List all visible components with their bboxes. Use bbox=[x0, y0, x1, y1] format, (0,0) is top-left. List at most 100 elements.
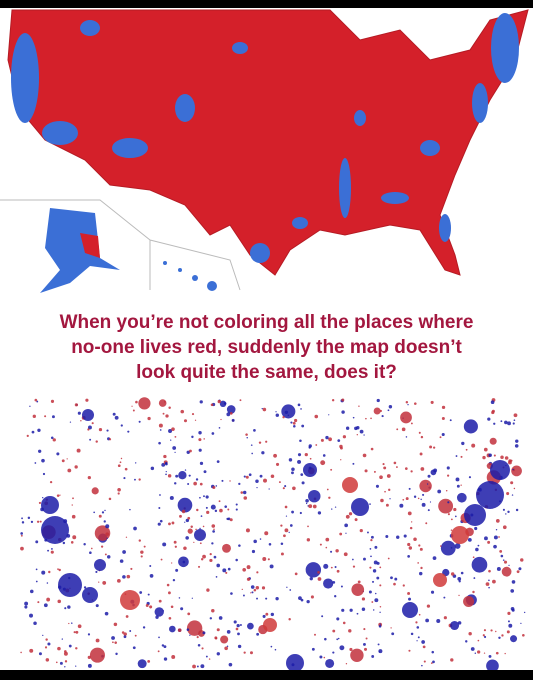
bubble bbox=[238, 482, 241, 486]
bubble bbox=[261, 586, 266, 590]
bubble bbox=[35, 540, 39, 544]
bubble bbox=[165, 470, 167, 473]
bubble bbox=[337, 439, 341, 442]
bubble bbox=[95, 440, 98, 443]
bubble bbox=[245, 475, 249, 479]
bubble bbox=[251, 452, 253, 455]
bubble bbox=[388, 488, 391, 492]
bubble bbox=[290, 421, 293, 424]
bubble bbox=[430, 662, 433, 664]
bubble bbox=[265, 440, 268, 443]
bubble bbox=[29, 405, 31, 407]
bubble bbox=[253, 539, 257, 544]
bubble bbox=[456, 484, 460, 488]
bubble bbox=[374, 545, 378, 549]
bubble bbox=[363, 434, 365, 436]
bubble bbox=[513, 487, 516, 490]
bubble bbox=[493, 422, 496, 425]
bubble bbox=[328, 437, 332, 442]
bubble bbox=[159, 429, 162, 431]
bubble bbox=[472, 556, 475, 559]
bubble bbox=[283, 534, 286, 538]
bubble bbox=[250, 592, 252, 594]
bubble bbox=[224, 505, 228, 508]
hawaii bbox=[163, 261, 217, 291]
bubble bbox=[504, 456, 509, 460]
bubble bbox=[268, 488, 270, 490]
bubble bbox=[487, 540, 491, 544]
bubble bbox=[165, 473, 167, 476]
bubble bbox=[463, 419, 478, 434]
bubble bbox=[453, 507, 457, 512]
bubble bbox=[166, 583, 170, 587]
bubble bbox=[289, 524, 293, 527]
bubble bbox=[504, 652, 506, 655]
bubble bbox=[416, 640, 418, 642]
bubble bbox=[159, 519, 163, 523]
bubble bbox=[352, 462, 355, 465]
bubble bbox=[482, 634, 485, 637]
caption-line: look quite the same, does it? bbox=[136, 362, 397, 383]
bubble bbox=[490, 400, 495, 405]
bubble bbox=[119, 461, 122, 464]
bubble bbox=[447, 501, 450, 504]
bubble bbox=[101, 511, 105, 514]
bubble bbox=[278, 481, 281, 484]
bubble bbox=[319, 655, 323, 659]
bubble bbox=[495, 651, 499, 655]
bubble bbox=[98, 428, 103, 432]
bubble bbox=[405, 497, 409, 501]
bubble bbox=[37, 601, 40, 604]
bubble bbox=[33, 621, 37, 626]
bubble bbox=[451, 526, 469, 544]
bubble bbox=[314, 414, 319, 419]
bubble bbox=[488, 579, 490, 582]
bubble bbox=[135, 400, 138, 404]
bubble bbox=[439, 545, 442, 547]
bubble bbox=[379, 409, 382, 412]
bubble bbox=[409, 526, 413, 530]
bubble bbox=[36, 400, 39, 403]
bubble bbox=[358, 405, 360, 407]
bubble bbox=[57, 646, 61, 651]
bubble bbox=[433, 446, 436, 449]
bubble bbox=[187, 516, 191, 520]
bubble bbox=[158, 506, 161, 509]
bubble bbox=[334, 506, 337, 508]
bubble bbox=[498, 636, 501, 640]
bubble bbox=[62, 541, 66, 545]
bubble bbox=[107, 555, 111, 559]
bubble bbox=[460, 484, 462, 486]
bubble bbox=[511, 494, 514, 496]
bubble bbox=[157, 650, 160, 653]
bubble bbox=[114, 415, 119, 420]
bubble bbox=[199, 482, 203, 486]
bubble bbox=[305, 502, 308, 505]
bubble bbox=[51, 547, 53, 550]
bubble bbox=[55, 661, 58, 664]
bubble bbox=[437, 489, 442, 494]
bubble bbox=[233, 620, 237, 624]
bubble bbox=[168, 625, 176, 633]
bubble bbox=[168, 522, 171, 526]
bubble bbox=[262, 614, 266, 618]
bubble bbox=[493, 454, 496, 457]
bubble bbox=[468, 632, 472, 636]
bubble bbox=[432, 556, 437, 560]
bubble bbox=[42, 472, 46, 476]
bubble bbox=[159, 494, 161, 496]
bubble bbox=[134, 462, 137, 464]
bubble bbox=[256, 597, 258, 600]
bubble bbox=[375, 484, 379, 488]
bubble bbox=[510, 481, 514, 485]
bubble bbox=[477, 544, 480, 547]
bubble bbox=[221, 479, 224, 482]
bubble bbox=[210, 403, 214, 407]
bubble bbox=[507, 510, 510, 514]
bubble bbox=[387, 409, 390, 412]
bubble bbox=[59, 661, 63, 665]
bubble bbox=[129, 630, 132, 632]
bubble bbox=[410, 470, 413, 473]
bubble bbox=[215, 576, 218, 578]
bubble bbox=[121, 631, 125, 634]
